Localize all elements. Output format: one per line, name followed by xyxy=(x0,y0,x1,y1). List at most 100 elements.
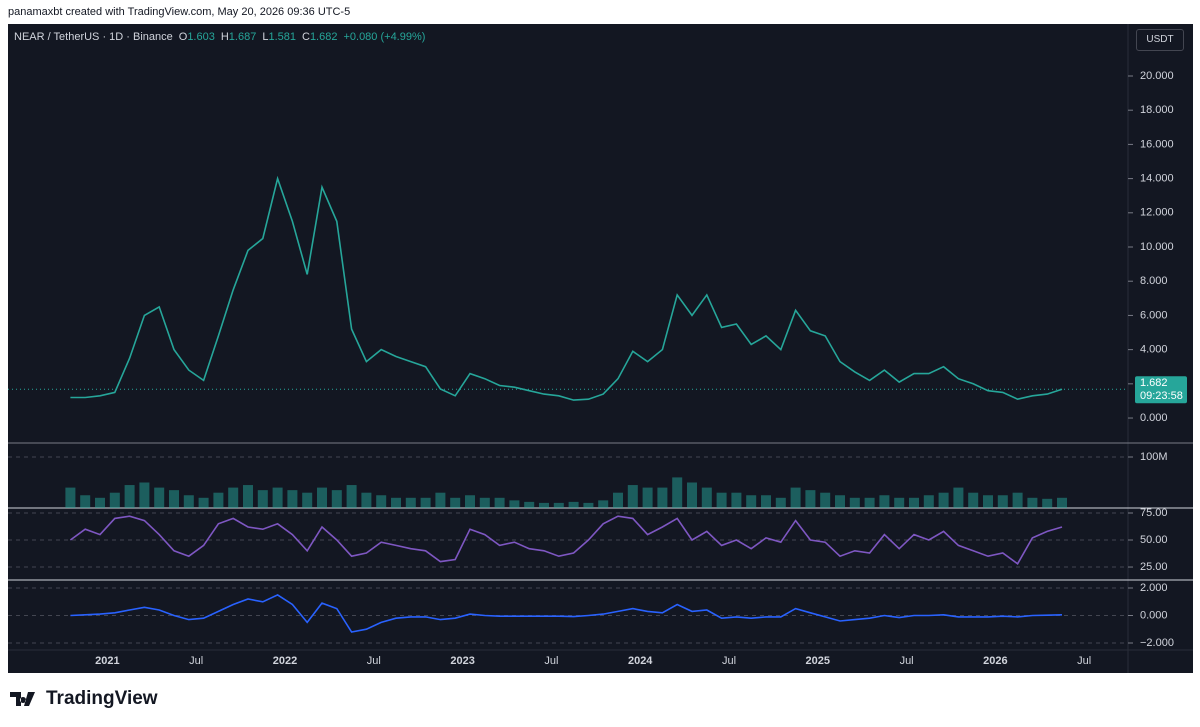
volume-bar xyxy=(568,501,579,508)
logo-icon xyxy=(10,692,35,706)
y-tick-label: 4.000 xyxy=(1140,344,1168,356)
legend: NEAR / TetherUS · 1D · Binance O1.603 H1.6… xyxy=(14,31,425,43)
volume-bar xyxy=(1057,497,1067,508)
volume-bar xyxy=(1042,498,1053,508)
series-line xyxy=(70,593,1063,633)
volume-bar xyxy=(613,492,623,508)
volume-bar xyxy=(405,497,416,508)
volume-bar xyxy=(657,487,668,508)
x-tick-label: 2021 xyxy=(95,655,119,667)
volume-bar xyxy=(909,497,919,508)
volume-bar xyxy=(509,500,520,508)
currency-button[interactable]: USDT xyxy=(1136,29,1184,51)
y-tick-label: 25.00 xyxy=(1140,561,1168,573)
volume-bar xyxy=(923,495,934,508)
volume-bar xyxy=(968,492,979,508)
volume-bar xyxy=(243,485,253,508)
volume-bar xyxy=(257,490,268,508)
volume-bar xyxy=(879,495,890,508)
y-tick-label: −2.000 xyxy=(1140,637,1174,649)
volume-bar xyxy=(139,482,150,508)
ohlc-value: 1.603 xyxy=(187,31,215,43)
price-change: +0.080 (+4.99%) xyxy=(343,31,426,43)
volume-bar xyxy=(198,497,209,508)
x-tick-label: 2025 xyxy=(806,655,830,667)
volume-bar xyxy=(820,492,831,508)
volume-bar xyxy=(450,497,461,508)
volume-bar xyxy=(124,485,135,508)
volume-bar xyxy=(997,495,1008,508)
x-tick-label: Jul xyxy=(900,655,914,667)
ohlc-label: O xyxy=(178,31,188,43)
x-tick-label: 2024 xyxy=(628,655,653,667)
volume-bar xyxy=(672,477,683,508)
volume-bar xyxy=(1012,492,1023,508)
ohlc-label: C xyxy=(301,31,310,43)
volume-bar xyxy=(376,495,387,508)
volume-bar xyxy=(835,495,845,508)
volume-bar xyxy=(272,487,283,508)
volume-bar xyxy=(317,487,327,508)
y-tick-label: 6.000 xyxy=(1140,309,1168,321)
volume-bar xyxy=(731,492,742,508)
volume-bar xyxy=(583,502,594,508)
x-tick-label: Jul xyxy=(189,655,203,667)
series-line xyxy=(70,175,1063,401)
ohlc-value: 1.687 xyxy=(228,31,257,43)
volume-bar xyxy=(598,500,609,508)
volume-bar xyxy=(953,487,964,508)
volume-bar xyxy=(701,487,712,508)
volume-bar xyxy=(642,487,653,508)
volume-bar xyxy=(109,492,120,508)
x-tick-label: 2023 xyxy=(450,655,474,667)
x-tick-label: 2022 xyxy=(273,655,297,667)
volume-bar xyxy=(746,495,757,508)
volume-bar xyxy=(864,497,875,508)
volume-bar xyxy=(183,495,194,508)
volume-bar xyxy=(894,497,905,508)
ohlc-label: H xyxy=(220,31,229,43)
y-tick-label: 75.00 xyxy=(1140,507,1168,519)
volume-bar xyxy=(524,501,535,508)
y-tick-label: 10.000 xyxy=(1140,241,1174,253)
volume-bar xyxy=(687,482,697,508)
y-tick-label: 18.000 xyxy=(1140,104,1174,116)
volume-bar xyxy=(775,497,786,508)
volume-bar xyxy=(761,495,771,508)
y-tick-label: 16.000 xyxy=(1140,138,1174,150)
volume-bar xyxy=(494,497,505,508)
chart-panel xyxy=(8,24,1193,673)
x-tick-label: Jul xyxy=(544,655,558,667)
ohlc-value: 1.682 xyxy=(309,31,338,43)
y-tick-label: 12.000 xyxy=(1140,207,1174,219)
volume-bar xyxy=(80,495,91,508)
volume-bar xyxy=(716,492,727,508)
volume-bar xyxy=(1027,497,1038,508)
ohlc-value: 1.581 xyxy=(268,31,296,43)
footer-logo: TradingView xyxy=(10,688,158,710)
volume-bar xyxy=(790,487,801,508)
x-tick-label: 2026 xyxy=(983,655,1007,667)
volume-bar xyxy=(553,502,564,508)
volume-bar xyxy=(346,485,357,508)
volume-bar xyxy=(169,490,179,508)
y-tick-label: 0.000 xyxy=(1140,412,1168,424)
volume-bar xyxy=(420,497,431,508)
volume-bar xyxy=(228,487,239,508)
ohlc-label: L xyxy=(262,31,269,43)
volume-bar xyxy=(287,490,298,508)
symbol-title: NEAR / TetherUS · 1D · Binance xyxy=(14,31,173,43)
volume-bar xyxy=(65,487,76,508)
y-tick-label: 2.000 xyxy=(1140,582,1168,594)
y-tick-label: 14.000 xyxy=(1140,173,1174,185)
last-price-box xyxy=(1135,376,1187,404)
volume-bar xyxy=(95,497,105,508)
series-line xyxy=(69,515,1063,565)
volume-bar xyxy=(983,495,993,508)
volume-bar xyxy=(849,497,860,508)
volume-bar xyxy=(302,492,313,508)
y-tick-label: 50.00 xyxy=(1140,534,1168,546)
volume-bar xyxy=(361,492,372,508)
